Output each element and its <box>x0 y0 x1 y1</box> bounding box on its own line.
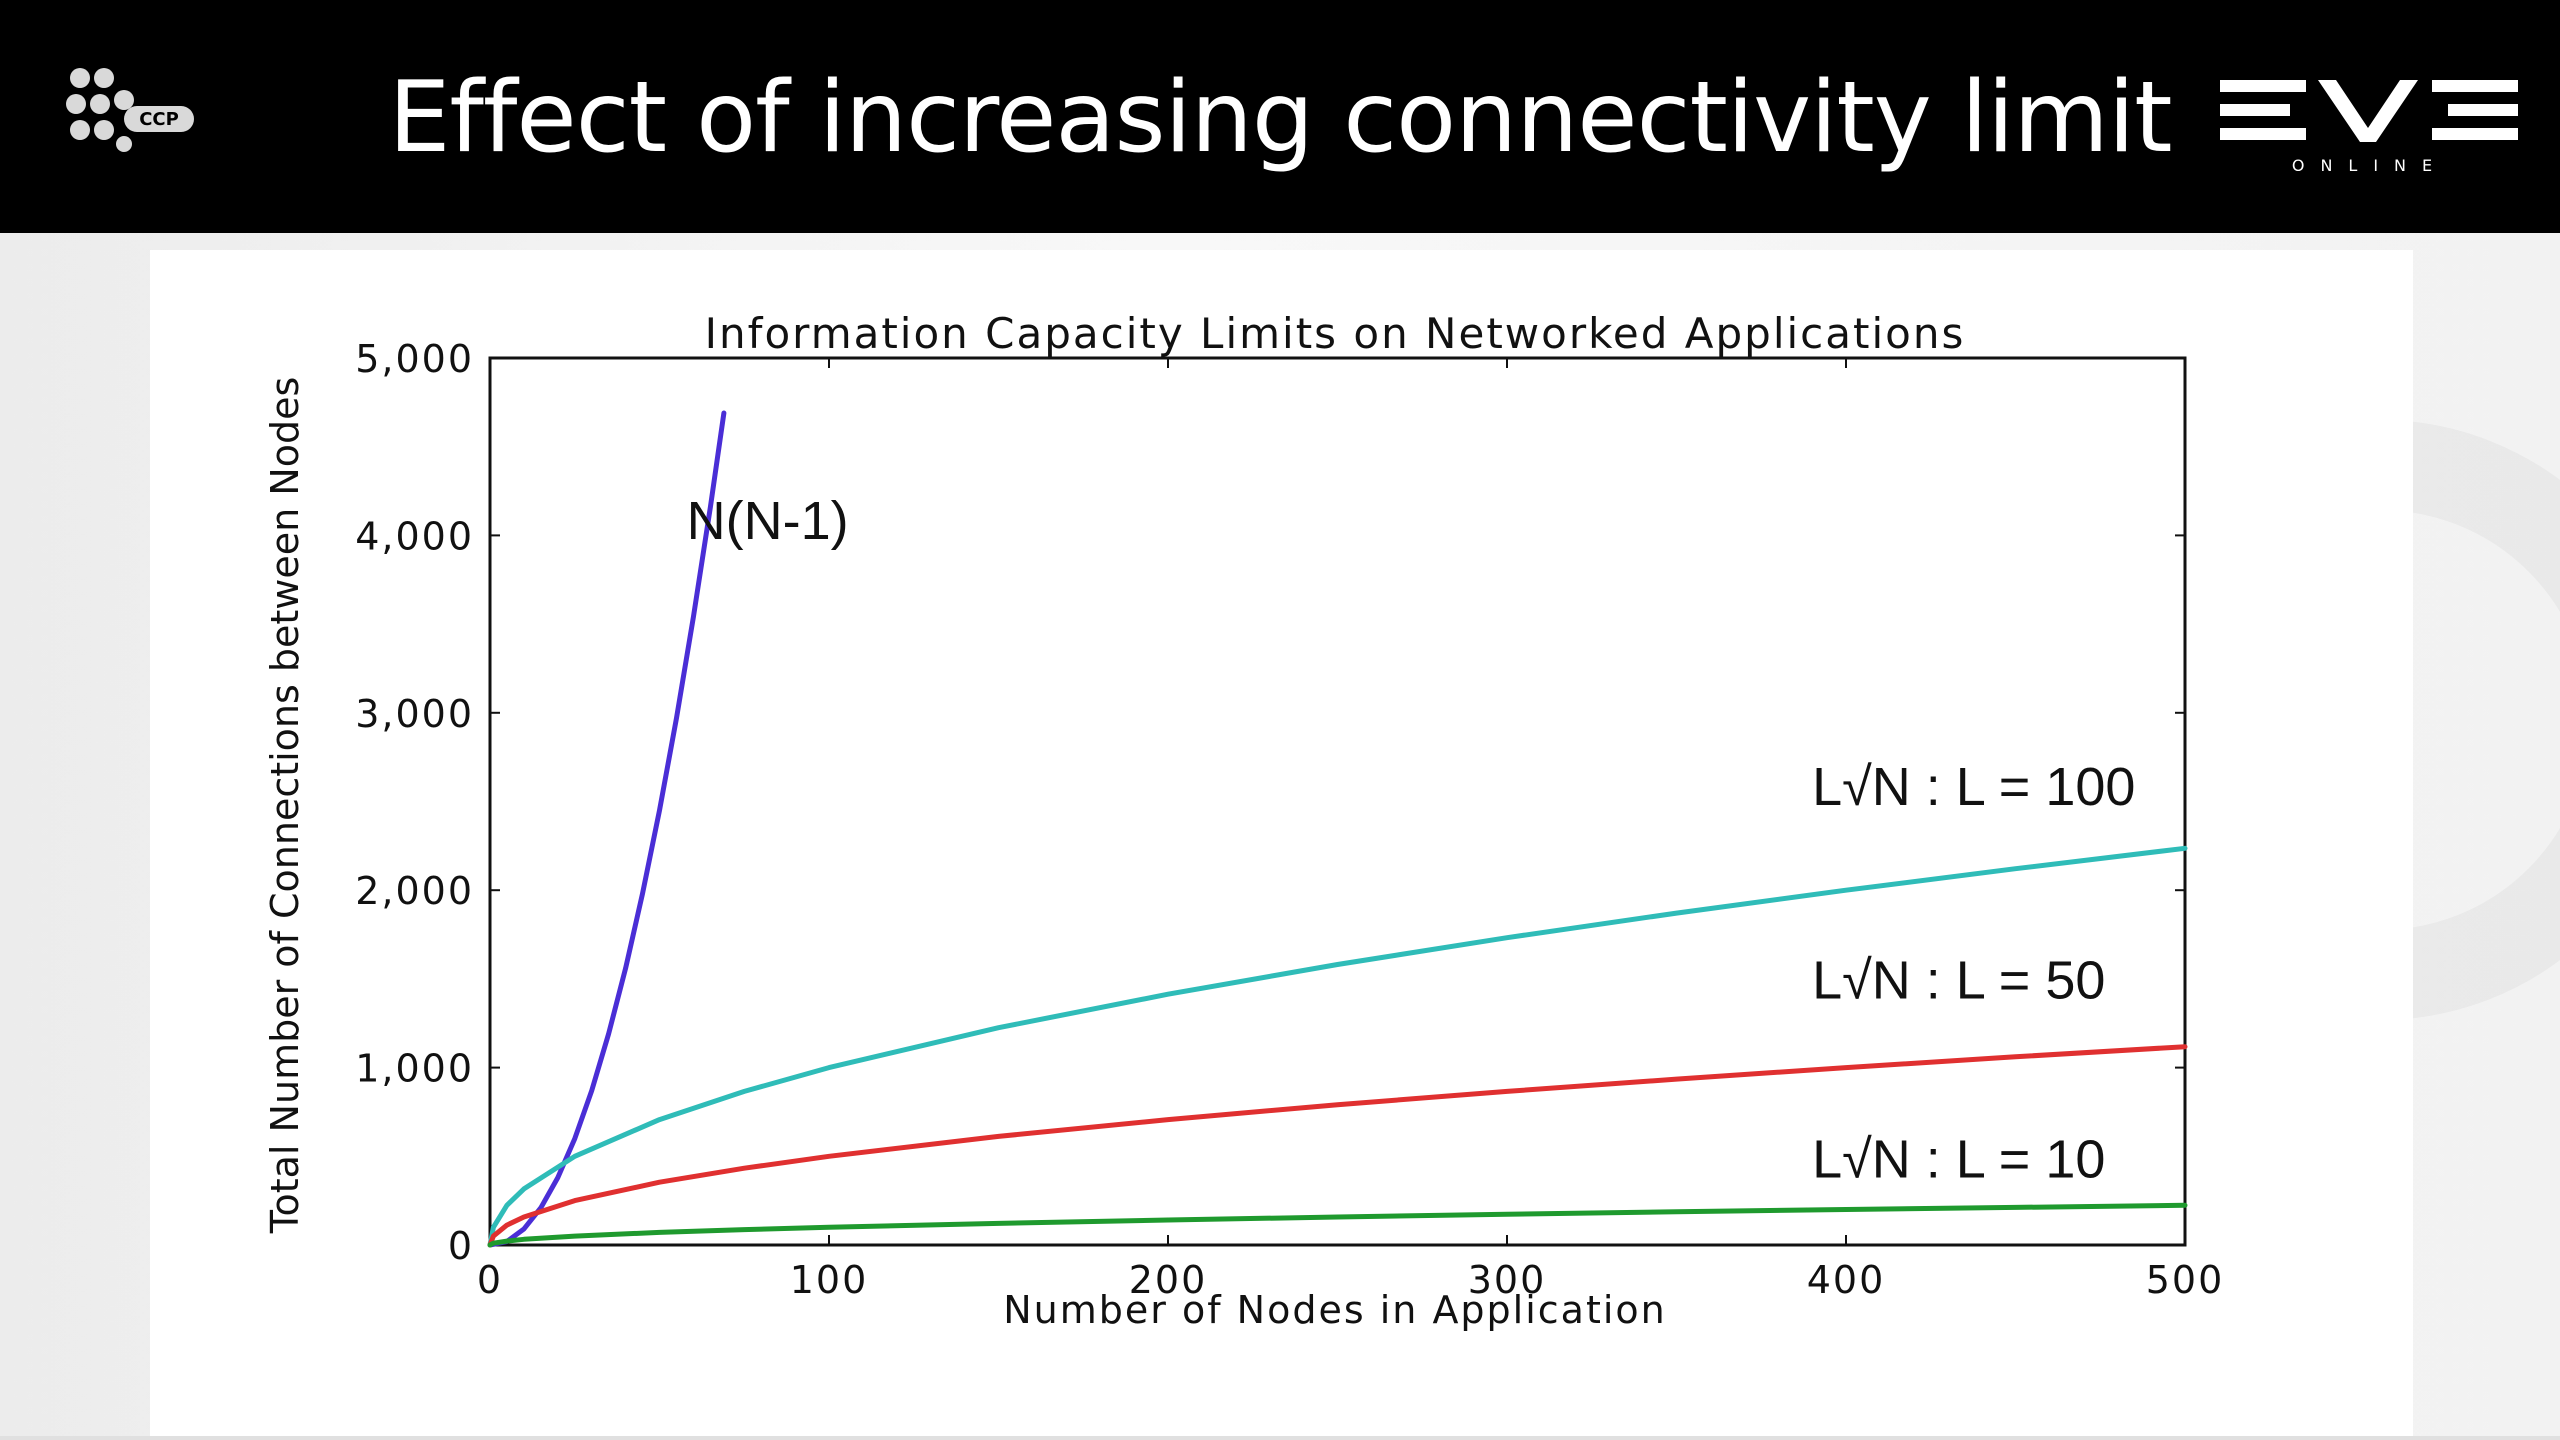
x-tick-label: 500 <box>2146 1258 2225 1302</box>
series-annotation: L√N : L = 10 <box>1812 1130 2105 1190</box>
y-tick-label: 0 <box>448 1224 474 1268</box>
series-line-l-n-l-50 <box>487 1044 2188 1248</box>
series-line-l-n-l-100 <box>487 845 2188 1248</box>
slide-title: Effect of increasing connectivity limit <box>388 61 2173 175</box>
series-line-l-n-l-10 <box>487 1202 2188 1248</box>
x-tick-label: 100 <box>790 1258 869 1302</box>
y-tick-label: 1,000 <box>355 1047 474 1091</box>
chart-title: Information Capacity Limits on Networked… <box>705 309 1966 358</box>
plot-frame <box>488 356 2187 1247</box>
x-tick-label: 200 <box>1129 1258 1208 1302</box>
series-annotation: L√N : L = 50 <box>1812 950 2105 1010</box>
x-tick-label: 0 <box>477 1258 503 1302</box>
y-tick-label: 3,000 <box>355 692 474 736</box>
ccp-logo: CCP <box>66 68 194 152</box>
series-line-n-n-1 <box>487 410 727 1248</box>
eve-logo-subtitle: ONLINE <box>2292 156 2448 175</box>
chart-panel: Information Capacity Limits on Networked… <box>150 250 2413 1440</box>
x-tick-label: 300 <box>1468 1258 1547 1302</box>
y-tick-label: 2,000 <box>355 869 474 913</box>
x-tick-label: 400 <box>1807 1258 1886 1302</box>
chart-svg: Information Capacity Limits on Networked… <box>263 309 2225 1332</box>
y-tick-label: 5,000 <box>355 337 474 381</box>
y-tick-label: 4,000 <box>355 514 474 558</box>
series-annotation: N(N-1) <box>687 491 849 551</box>
eve-online-logo: ONLINE <box>2220 80 2518 175</box>
ccp-logo-text: CCP <box>139 109 179 130</box>
x-axis-label: Number of Nodes in Application <box>1003 1288 1667 1332</box>
series-annotation: L√N : L = 100 <box>1812 757 2135 817</box>
slide-header: CCP Effect of increasing connectivity li… <box>0 0 2560 233</box>
slide-bottom-border <box>0 1436 2560 1440</box>
y-axis-label: Total Number of Connections between Node… <box>263 377 307 1235</box>
